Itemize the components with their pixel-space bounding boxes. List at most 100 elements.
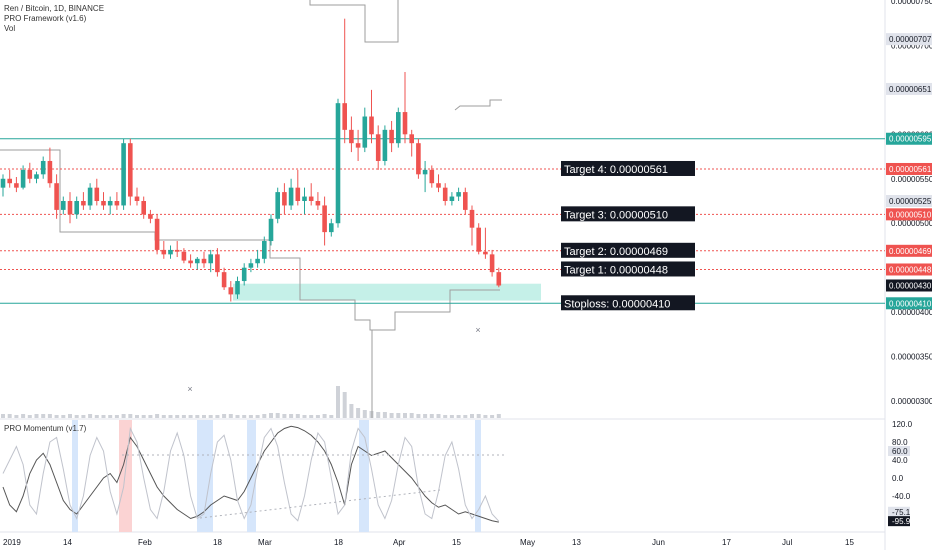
price-flag-7: 0.00000448	[889, 265, 932, 274]
candle-body-61	[409, 134, 414, 144]
cross-marker-icon: ×	[187, 384, 192, 394]
volume-legend[interactable]: Vol	[4, 24, 16, 33]
momentum-legend[interactable]: PRO Momentum (v1.7)	[4, 424, 87, 433]
candle-body-66	[442, 187, 448, 201]
volume-bar-51	[342, 392, 347, 418]
support-zone	[233, 283, 541, 301]
volume-bar-48	[322, 414, 327, 418]
volume-bar-27	[181, 415, 186, 418]
candle-body-56	[375, 134, 381, 161]
momentum-tick-3: 40.0	[892, 456, 908, 465]
momentum-tick-1: 80.0	[892, 438, 908, 447]
candle-body-54	[362, 116, 368, 148]
indicator-legend[interactable]: PRO Framework (v1.6)	[4, 14, 87, 23]
candle-body-45	[302, 196, 307, 201]
candle-body-44	[295, 187, 301, 201]
candlestick-series	[0, 18, 502, 302]
volume-bar-30	[202, 415, 206, 418]
candle-body-3	[20, 169, 26, 188]
candle-body-25	[168, 249, 173, 255]
momentum-axis: 120.0 80.060.040.0 0.0 -40.0 -75.1-95.9	[888, 420, 913, 527]
candle-body-68	[456, 192, 461, 197]
level-label-bg-1	[561, 206, 695, 222]
volume-bar-0	[1, 414, 5, 418]
momentum-band-5	[475, 420, 481, 532]
price-flag-bg-4	[886, 195, 932, 207]
momentum-divergence-line	[199, 489, 441, 519]
momentum-tick-7: -95.9	[892, 517, 911, 526]
volume-bar-70	[470, 414, 474, 418]
price-tick-8: 0.00000350	[891, 353, 932, 362]
volume-bar-13	[88, 414, 93, 418]
time-tick-6: Apr	[393, 538, 406, 547]
volume-bar-40	[269, 413, 273, 418]
price-tick-0: 0.00000750	[891, 0, 932, 6]
price-flag-9: 0.00000410	[889, 299, 932, 308]
price-flag-8: 0.00000430	[889, 281, 932, 290]
level-label-bg-0	[561, 160, 695, 176]
volume-bar-67	[449, 415, 454, 418]
price-flag-bg-6	[886, 244, 932, 257]
candle-body-65	[436, 183, 441, 188]
candle-body-42	[282, 192, 287, 206]
time-tick-5: 18	[334, 538, 343, 547]
price-tick-4: 0.00000550	[891, 175, 932, 184]
momentum-tick-4: 0.0	[892, 474, 904, 483]
volume-bar-69	[463, 415, 468, 418]
volume-bars	[1, 330, 501, 418]
momentum-flag-bg-7	[888, 516, 910, 527]
volume-bar-64	[429, 414, 434, 418]
candle-body-37	[248, 263, 254, 268]
target-level-lines	[0, 138, 885, 304]
volume-bar-65	[436, 414, 441, 418]
volume-bar-71	[476, 414, 481, 418]
price-tick-1: 0.00000700	[891, 41, 932, 50]
price-flag-bg-2	[886, 132, 932, 145]
candle-body-33	[221, 272, 227, 288]
volume-bar-21	[141, 415, 146, 418]
time-tick-7: 15	[452, 538, 461, 547]
candle-body-16	[107, 201, 113, 206]
price-flag-5: 0.00000510	[889, 210, 932, 219]
time-tick-4: Mar	[258, 538, 272, 547]
candle-body-13	[87, 187, 93, 206]
candle-body-24	[161, 249, 167, 255]
price-flag-bg-9	[886, 297, 932, 310]
candle-body-38	[255, 258, 260, 264]
candle-body-31	[208, 254, 213, 264]
volume-bar-57	[382, 412, 387, 418]
candle-body-1	[7, 178, 12, 184]
volume-bar-3	[21, 414, 26, 418]
volume-bar-62	[416, 414, 421, 418]
volume-bar-6	[41, 414, 46, 418]
volume-bar-74	[496, 414, 501, 418]
candle-body-50	[335, 103, 341, 224]
price-flag-bg-5	[886, 208, 932, 221]
volume-bar-47	[315, 415, 320, 418]
candle-body-49	[329, 223, 334, 233]
level-label-4: Stoploss: 0.00000410	[564, 298, 670, 310]
volume-bar-58	[389, 413, 394, 418]
time-tick-0: 2019	[3, 538, 21, 547]
candle-body-40	[268, 218, 274, 242]
volume-bar-56	[376, 412, 381, 418]
candle-body-9	[61, 201, 66, 210]
candle-body-28	[188, 260, 193, 264]
candle-body-17	[114, 201, 120, 206]
volume-bar-73	[490, 415, 495, 418]
candle-body-5	[34, 174, 39, 179]
time-tick-2: Feb	[138, 538, 152, 547]
momentum-band-4	[359, 420, 369, 532]
volume-bar-53	[356, 408, 361, 418]
candle-body-72	[483, 251, 488, 255]
candle-body-27	[181, 251, 187, 261]
price-flag-2: 0.00000595	[889, 135, 932, 144]
volume-bar-45	[302, 415, 307, 418]
price-flag-bg-7	[886, 263, 932, 276]
symbol-legend[interactable]: Ren / Bitcoin, 1D, BINANCE	[4, 4, 105, 13]
candle-body-4	[27, 169, 33, 179]
volume-bar-26	[175, 415, 180, 418]
candle-body-63	[422, 169, 428, 175]
price-flags: 0.00000707 0.00000651 0.00000595 0.00000561…	[886, 33, 932, 310]
